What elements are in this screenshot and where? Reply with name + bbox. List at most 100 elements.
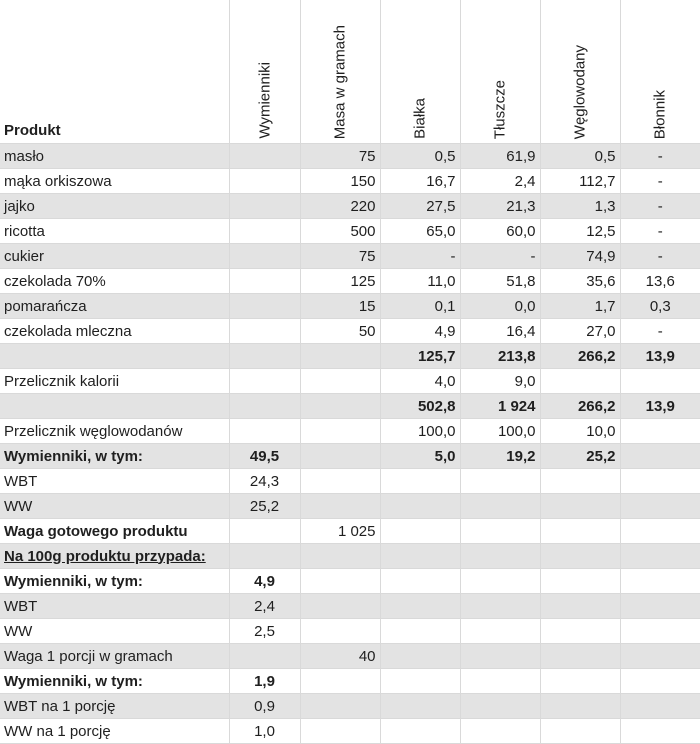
value-cell: 500 [300, 218, 381, 244]
value-cell [380, 618, 461, 644]
value-cell [229, 543, 301, 569]
header-fiber: Błonnik [620, 0, 700, 144]
value-cell [380, 568, 461, 594]
value-cell [229, 168, 301, 194]
value-cell: 502,8 [380, 393, 461, 419]
value-cell: 1 924 [460, 393, 541, 419]
table-row: jajko 220 27,5 21,3 1,3- [0, 193, 700, 219]
value-cell [540, 493, 621, 519]
value-cell: 16,4 [460, 318, 541, 344]
value-cell [300, 568, 381, 594]
value-cell [380, 643, 461, 669]
value-cell: 112,7 [540, 168, 621, 194]
value-cell [380, 718, 461, 744]
table-row: czekolada mleczna 50 4,9 16,4 27,0- [0, 318, 700, 344]
row-label-cell: Przelicznik kalorii [0, 368, 230, 394]
value-cell [540, 568, 621, 594]
value-cell [300, 718, 381, 744]
value-cell: 11,0 [380, 268, 461, 294]
value-cell: 50 [300, 318, 381, 344]
value-cell: 5,0 [380, 443, 461, 469]
value-cell [380, 468, 461, 494]
value-cell: 1 025 [300, 518, 381, 544]
row-label-cell: WW na 1 porcję [0, 718, 230, 744]
value-cell [229, 643, 301, 669]
value-cell: 1,3 [540, 193, 621, 219]
header-protein-label: Białka [411, 98, 429, 139]
table-row: WW na 1 porcję 1,0 [0, 718, 700, 744]
value-cell [300, 368, 381, 394]
table-row: WBT 2,4 [0, 593, 700, 619]
value-cell: 13,6 [620, 268, 700, 294]
value-cell [460, 643, 541, 669]
value-cell [229, 268, 301, 294]
value-cell: 24,3 [229, 468, 301, 494]
value-cell [540, 718, 621, 744]
value-cell [229, 318, 301, 344]
header-exchangers-label: Wymienniki [256, 62, 273, 139]
table-row: Waga gotowego produktu 1 025 [0, 518, 700, 544]
value-cell [229, 218, 301, 244]
table-row: czekolada 70% 125 11,0 51,8 35,6 13,6 [0, 268, 700, 294]
value-cell [300, 418, 381, 444]
value-cell: 27,5 [380, 193, 461, 219]
value-cell [540, 518, 621, 544]
table-row: Waga 1 porcji w gramach 40 [0, 643, 700, 669]
row-label-cell [0, 343, 230, 369]
table-row: Wymienniki, w tym: 4,9 [0, 568, 700, 594]
value-cell: 0,1 [380, 293, 461, 319]
table-row: WW 25,2 [0, 493, 700, 519]
value-cell [460, 468, 541, 494]
header-carbs: Węglowodany [540, 0, 621, 144]
value-cell [229, 393, 301, 419]
value-cell [300, 343, 381, 369]
table-row: WBT 24,3 [0, 468, 700, 494]
value-cell: 75 [300, 143, 381, 169]
value-cell [620, 368, 700, 394]
value-cell: 49,5 [229, 443, 301, 469]
header-exchangers: Wymienniki [229, 0, 301, 144]
value-cell [300, 493, 381, 519]
row-label-cell: jajko [0, 193, 230, 219]
row-label-cell: WW [0, 493, 230, 519]
row-label-cell: Wymienniki, w tym: [0, 668, 230, 694]
value-cell: 13,9 [620, 393, 700, 419]
value-cell: 4,9 [229, 568, 301, 594]
table-row: Przelicznik węglowodanów 100,0 100,0 10,0 [0, 418, 700, 444]
value-cell: - [460, 243, 541, 269]
value-cell [229, 418, 301, 444]
row-label-cell [0, 393, 230, 419]
table-row: pomarańcza 15 0,1 0,0 1,7 0,3 [0, 293, 700, 319]
value-cell: 1,7 [540, 293, 621, 319]
row-label-cell: Wymienniki, w tym: [0, 443, 230, 469]
value-cell [540, 543, 621, 569]
value-cell [300, 618, 381, 644]
row-label-cell: mąka orkiszowa [0, 168, 230, 194]
value-cell: - [620, 243, 700, 269]
header-product: Produkt [0, 0, 230, 144]
value-cell [229, 193, 301, 219]
header-mass: Masa w gramach [300, 0, 381, 144]
value-cell: 150 [300, 168, 381, 194]
value-cell [540, 468, 621, 494]
value-cell [300, 393, 381, 419]
value-cell [380, 543, 461, 569]
value-cell: 100,0 [380, 418, 461, 444]
value-cell: 4,9 [380, 318, 461, 344]
value-cell: 2,5 [229, 618, 301, 644]
value-cell [620, 468, 700, 494]
value-cell [229, 293, 301, 319]
value-cell [620, 493, 700, 519]
value-cell [229, 368, 301, 394]
value-cell [540, 368, 621, 394]
row-label-cell: WW [0, 618, 230, 644]
value-cell: 21,3 [460, 193, 541, 219]
value-cell [460, 543, 541, 569]
table-body: masło 75 0,5 61,9 0,5- mąka orkiszowa 150 16,7 2… [0, 143, 700, 744]
row-label-cell: ricotta [0, 218, 230, 244]
value-cell: 35,6 [540, 268, 621, 294]
row-label-cell: czekolada mleczna [0, 318, 230, 344]
header-fat-label: Tłuszcze [491, 79, 509, 139]
value-cell [540, 643, 621, 669]
row-label-cell: cukier [0, 243, 230, 269]
